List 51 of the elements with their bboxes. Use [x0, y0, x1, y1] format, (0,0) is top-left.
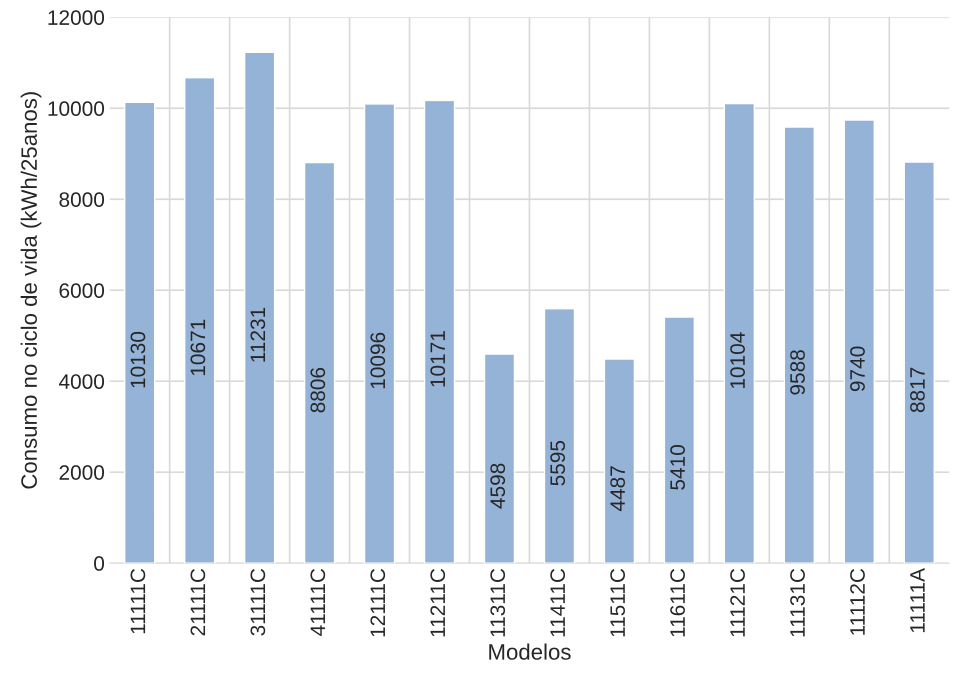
x-tick-label: 21111C [190, 568, 206, 636]
y-tick-label: 12000 [48, 10, 104, 26]
bar [544, 308, 576, 564]
data-label: 10096 [370, 332, 386, 388]
x-tick-label: 11311C [490, 568, 506, 636]
x-tick-label: 11131C [790, 568, 805, 636]
data-label: 10130 [130, 332, 146, 388]
x-tick-label: 41111C [310, 568, 326, 636]
y-axis-title: Consumo no ciclo de vida (kWh/25anos) [20, 92, 42, 489]
bar [904, 161, 935, 564]
bar [784, 126, 815, 564]
y-tick-label: 8000 [59, 192, 104, 207]
bar [184, 77, 216, 564]
data-label: 5410 [670, 445, 685, 490]
data-label: 8806 [310, 368, 326, 412]
data-label: 9588 [790, 350, 805, 395]
data-label: 10104 [730, 332, 745, 388]
x-tick-label: 11211C [430, 568, 446, 636]
x-tick-label: 11111C [130, 568, 146, 634]
x-tick-label: 11611C [670, 568, 685, 636]
data-label: 11231 [250, 308, 266, 362]
bar [124, 102, 156, 564]
data-label: 8817 [910, 368, 925, 412]
x-tick-label: 11121C [730, 568, 745, 636]
bar [604, 358, 636, 564]
bar [424, 100, 456, 564]
x-tick-label: 31111C [250, 568, 266, 636]
bar [844, 119, 875, 564]
y-tick-label: 10000 [48, 101, 104, 116]
y-tick-label: 2000 [60, 465, 104, 480]
data-label: 10171 [430, 331, 446, 386]
data-label: 4487 [610, 466, 626, 512]
y-tick-label: 4000 [58, 374, 104, 389]
bar [484, 353, 516, 564]
data-label: 9740 [850, 346, 865, 392]
x-tick-label: 11112C [850, 568, 865, 635]
bar [304, 162, 336, 564]
y-tick-label: 0 [94, 556, 104, 571]
bar [244, 52, 276, 564]
y-tick-label: 6000 [60, 283, 104, 298]
x-tick-label: 11411C [550, 568, 566, 636]
x-tick-label: 12111C [370, 568, 386, 636]
bar [724, 102, 756, 564]
data-label: 5595 [550, 440, 566, 486]
data-label: 10671 [190, 320, 206, 376]
x-tick-label: 11511C [610, 568, 626, 636]
bar [364, 103, 396, 564]
bar [664, 316, 696, 564]
x-axis-title: Modelos [489, 643, 571, 660]
x-tick-label: 11111A [910, 568, 925, 632]
data-label: 4598 [490, 464, 506, 509]
